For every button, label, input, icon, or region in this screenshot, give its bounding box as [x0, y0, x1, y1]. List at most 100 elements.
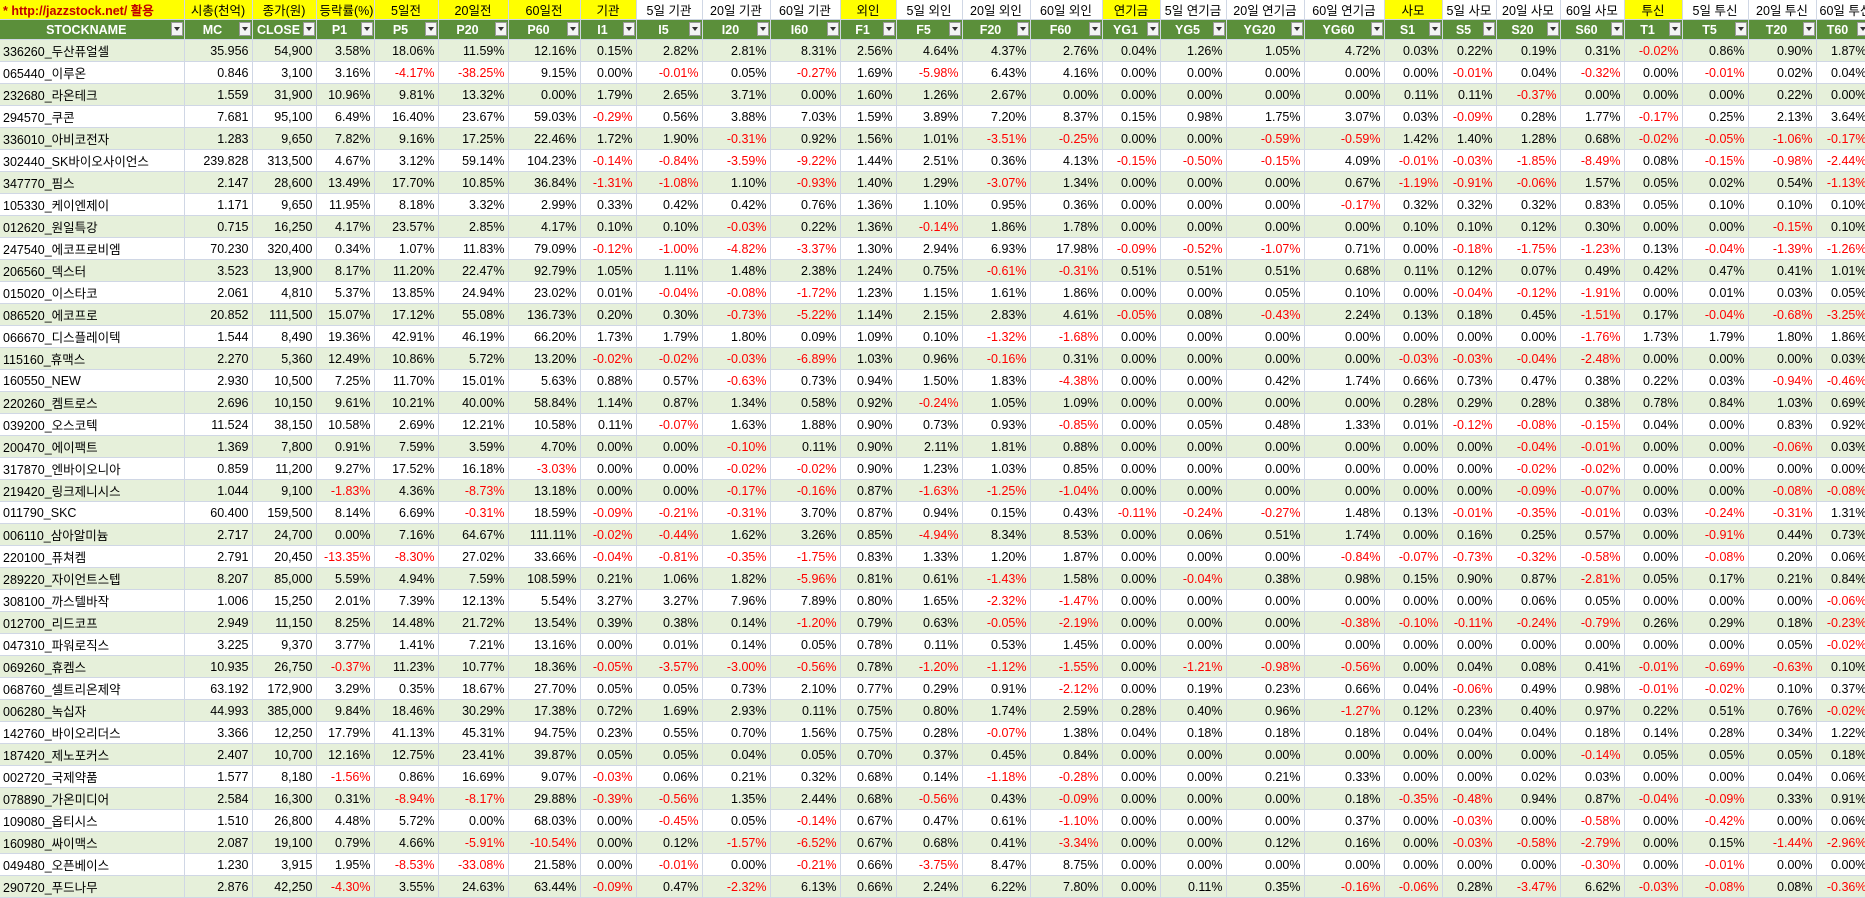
data-cell[interactable]: 23.57% — [374, 216, 438, 238]
data-cell[interactable]: 1.22% — [1816, 722, 1865, 744]
data-cell[interactable]: 0.04% — [1442, 722, 1496, 744]
data-cell[interactable]: -0.04% — [1624, 788, 1682, 810]
data-cell[interactable]: 0.66% — [840, 854, 896, 876]
data-cell[interactable]: 10.85% — [438, 172, 508, 194]
data-cell[interactable]: 0.00% — [1384, 238, 1442, 260]
data-cell[interactable]: 1.57% — [1560, 172, 1624, 194]
data-cell[interactable]: 3.29% — [316, 678, 374, 700]
data-cell[interactable]: 0.49% — [1560, 260, 1624, 282]
data-cell[interactable]: 1.01% — [896, 128, 962, 150]
data-cell[interactable]: -1.68% — [1030, 326, 1102, 348]
data-cell[interactable]: 1.79% — [1682, 326, 1748, 348]
data-cell[interactable]: 2.56% — [840, 40, 896, 62]
data-cell[interactable]: -4.17% — [374, 62, 438, 84]
data-cell[interactable]: 0.05% — [1226, 282, 1304, 304]
filter-dropdown-icon[interactable] — [1611, 22, 1623, 36]
data-cell[interactable]: 2.65% — [636, 84, 702, 106]
data-cell[interactable]: -1.21% — [1160, 656, 1226, 678]
data-cell[interactable]: 2.087 — [184, 832, 252, 854]
data-cell[interactable]: 1.78% — [1030, 216, 1102, 238]
data-cell[interactable]: -0.06% — [1816, 590, 1865, 612]
data-cell[interactable]: 0.10% — [1304, 282, 1384, 304]
data-cell[interactable]: 92.79% — [508, 260, 580, 282]
stock-name-cell[interactable]: 160550_NEW — [0, 370, 184, 392]
data-cell[interactable]: 1.14% — [840, 304, 896, 326]
data-cell[interactable]: 0.00% — [1102, 326, 1160, 348]
data-cell[interactable]: 3.26% — [770, 524, 840, 546]
data-cell[interactable]: -3.51% — [962, 128, 1030, 150]
data-cell[interactable]: 0.00% — [1160, 458, 1226, 480]
data-cell[interactable]: 0.00% — [1102, 832, 1160, 854]
data-cell[interactable]: 16.69% — [438, 766, 508, 788]
data-cell[interactable]: -0.31% — [702, 502, 770, 524]
data-cell[interactable]: 0.00% — [1624, 282, 1682, 304]
stock-name-cell[interactable]: 066670_디스플레이텍 — [0, 326, 184, 348]
data-cell[interactable]: 42.91% — [374, 326, 438, 348]
data-cell[interactable]: 0.29% — [1442, 392, 1496, 414]
data-cell[interactable]: 0.00% — [580, 832, 636, 854]
data-cell[interactable]: 4.09% — [1304, 150, 1384, 172]
data-cell[interactable]: 0.34% — [1748, 722, 1816, 744]
data-cell[interactable]: 0.10% — [1748, 678, 1816, 700]
data-cell[interactable]: -5.91% — [438, 832, 508, 854]
data-cell[interactable]: 6.22% — [962, 876, 1030, 898]
data-cell[interactable]: -0.01% — [1560, 436, 1624, 458]
stock-name-cell[interactable]: 219420_링크제니시스 — [0, 480, 184, 502]
filter-dropdown-icon[interactable] — [425, 22, 437, 36]
data-cell[interactable]: 19,100 — [252, 832, 316, 854]
data-cell[interactable]: -0.68% — [1748, 304, 1816, 326]
data-cell[interactable]: 0.00% — [1560, 634, 1624, 656]
data-cell[interactable]: -1.25% — [962, 480, 1030, 502]
data-cell[interactable]: 0.00% — [1816, 854, 1865, 876]
data-cell[interactable]: 0.05% — [702, 62, 770, 84]
data-cell[interactable]: 17.12% — [374, 304, 438, 326]
data-cell[interactable]: 0.846 — [184, 62, 252, 84]
data-cell[interactable]: 3.70% — [770, 502, 840, 524]
data-cell[interactable]: -0.14% — [770, 810, 840, 832]
data-cell[interactable]: 111,500 — [252, 304, 316, 326]
data-cell[interactable]: 0.22% — [1624, 370, 1682, 392]
data-cell[interactable]: 0.00% — [1226, 810, 1304, 832]
data-cell[interactable]: 0.01% — [636, 634, 702, 656]
data-cell[interactable]: 1.36% — [840, 216, 896, 238]
data-cell[interactable]: 0.00% — [1102, 282, 1160, 304]
data-cell[interactable]: 0.00% — [1102, 590, 1160, 612]
data-cell[interactable]: -0.14% — [580, 150, 636, 172]
data-cell[interactable]: 0.05% — [770, 744, 840, 766]
data-cell[interactable]: -0.16% — [962, 348, 1030, 370]
data-cell[interactable]: 0.28% — [1384, 392, 1442, 414]
data-cell[interactable]: 0.11% — [1442, 84, 1496, 106]
data-cell[interactable]: 0.00% — [1226, 84, 1304, 106]
data-cell[interactable]: 0.39% — [580, 612, 636, 634]
data-cell[interactable]: 0.00% — [702, 854, 770, 876]
data-cell[interactable]: 10,500 — [252, 370, 316, 392]
data-cell[interactable]: 0.96% — [896, 348, 962, 370]
data-cell[interactable]: 0.10% — [1816, 194, 1865, 216]
data-cell[interactable]: 0.12% — [1226, 832, 1304, 854]
data-cell[interactable]: 0.79% — [840, 612, 896, 634]
data-cell[interactable]: 3,915 — [252, 854, 316, 876]
data-cell[interactable]: 0.33% — [1748, 788, 1816, 810]
data-cell[interactable]: 0.00% — [1304, 348, 1384, 370]
data-cell[interactable]: 0.66% — [1304, 678, 1384, 700]
data-cell[interactable]: -0.04% — [1442, 282, 1496, 304]
data-cell[interactable]: 17.98% — [1030, 238, 1102, 260]
data-cell[interactable]: 13.32% — [438, 84, 508, 106]
data-cell[interactable]: 0.84% — [1682, 392, 1748, 414]
data-cell[interactable]: 0.86% — [1682, 40, 1748, 62]
data-cell[interactable]: 1.14% — [580, 392, 636, 414]
data-cell[interactable]: -0.18% — [1442, 238, 1496, 260]
data-cell[interactable]: 85,000 — [252, 568, 316, 590]
data-cell[interactable]: -0.08% — [1748, 480, 1816, 502]
data-cell[interactable]: -0.07% — [1384, 546, 1442, 568]
data-cell[interactable]: 2.59% — [1030, 700, 1102, 722]
data-cell[interactable]: 0.47% — [1682, 260, 1748, 282]
data-cell[interactable]: 0.00% — [1226, 326, 1304, 348]
data-cell[interactable]: 12.21% — [438, 414, 508, 436]
data-cell[interactable]: 0.00% — [1384, 590, 1442, 612]
data-cell[interactable]: 0.67% — [1304, 172, 1384, 194]
data-cell[interactable]: 0.87% — [840, 502, 896, 524]
data-cell[interactable]: -0.24% — [1682, 502, 1748, 524]
data-cell[interactable]: 17.70% — [374, 172, 438, 194]
data-cell[interactable]: 0.00% — [1496, 744, 1560, 766]
